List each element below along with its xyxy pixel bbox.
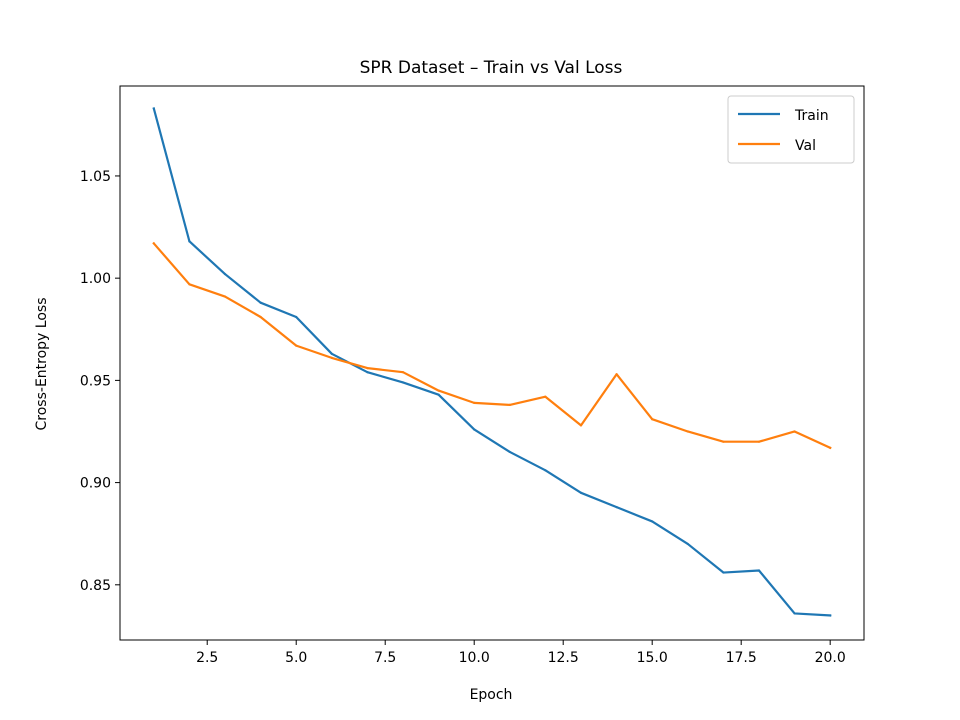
data-point-val — [295, 344, 298, 347]
chart-title: SPR Dataset – Train vs Val Loss — [360, 58, 623, 78]
data-point-train — [793, 612, 796, 615]
data-point-val — [401, 371, 405, 374]
x-axis-label: Epoch — [470, 687, 513, 703]
y-tick-label: 0.90 — [80, 476, 111, 492]
data-point-val — [473, 401, 476, 404]
data-point-val — [793, 430, 796, 433]
x-tick-label: 5.0 — [285, 650, 307, 666]
y-tick-label: 0.95 — [80, 373, 111, 389]
data-point-val — [722, 440, 725, 443]
data-point-val — [757, 440, 761, 443]
data-point-train — [651, 520, 654, 523]
data-point-val — [686, 430, 689, 433]
data-point-val — [366, 367, 369, 370]
data-point-val — [615, 373, 618, 376]
data-point-train — [473, 428, 476, 431]
data-point-train — [366, 371, 369, 374]
legend-box — [727, 95, 855, 164]
data-point-train — [508, 450, 511, 454]
series-line-val — [152, 241, 832, 450]
y-axis: 0.85 0.90 0.95 1.00 1.05 — [80, 169, 120, 594]
y-tick-label: 1.00 — [80, 271, 111, 287]
legend-train-label: Train — [794, 108, 829, 124]
series-line-train — [152, 107, 832, 617]
data-point-train — [437, 393, 440, 396]
data-point-val — [508, 403, 511, 407]
data-point-train — [544, 469, 547, 472]
data-point-train — [295, 315, 298, 319]
x-tick-label: 20.0 — [815, 650, 846, 666]
data-point-train — [829, 614, 832, 617]
data-point-val — [152, 242, 155, 245]
data-point-train — [259, 301, 262, 304]
data-point-train — [401, 381, 405, 384]
data-point-val — [330, 356, 333, 359]
x-tick-label: 15.0 — [637, 650, 668, 666]
data-point-train — [722, 571, 725, 574]
y-tick-label: 0.85 — [80, 578, 111, 594]
legend: Train Val — [727, 95, 855, 164]
plot-area — [152, 107, 832, 617]
x-tick-label: 2.5 — [196, 650, 218, 666]
data-point-val — [829, 446, 832, 449]
data-point-train — [686, 542, 689, 546]
axes-frame — [119, 85, 865, 641]
data-point-train — [757, 569, 761, 572]
data-point-val — [188, 283, 191, 286]
x-tick-label: 7.5 — [374, 650, 396, 666]
data-point-val — [544, 395, 547, 398]
x-tick-label: 12.5 — [548, 650, 579, 666]
data-point-train — [615, 506, 618, 509]
data-point-train — [188, 240, 191, 243]
data-point-val — [651, 418, 654, 421]
data-point-train — [330, 352, 333, 355]
data-point-val — [437, 389, 440, 392]
y-tick-label: 1.05 — [80, 169, 111, 185]
y-axis-label: Cross-Entropy Loss — [34, 298, 50, 431]
x-tick-label: 17.5 — [726, 650, 757, 666]
data-point-train — [152, 107, 155, 110]
x-tick-label: 10.0 — [459, 650, 490, 666]
data-point-train — [579, 491, 583, 494]
data-point-val — [579, 424, 583, 427]
x-axis: 2.5 5.0 7.5 10.0 12.5 15.0 17.5 20.0 — [196, 640, 846, 666]
data-point-train — [223, 272, 227, 276]
data-point-val — [259, 315, 262, 319]
data-point-val — [223, 295, 227, 298]
legend-val-label: Val — [795, 138, 816, 154]
